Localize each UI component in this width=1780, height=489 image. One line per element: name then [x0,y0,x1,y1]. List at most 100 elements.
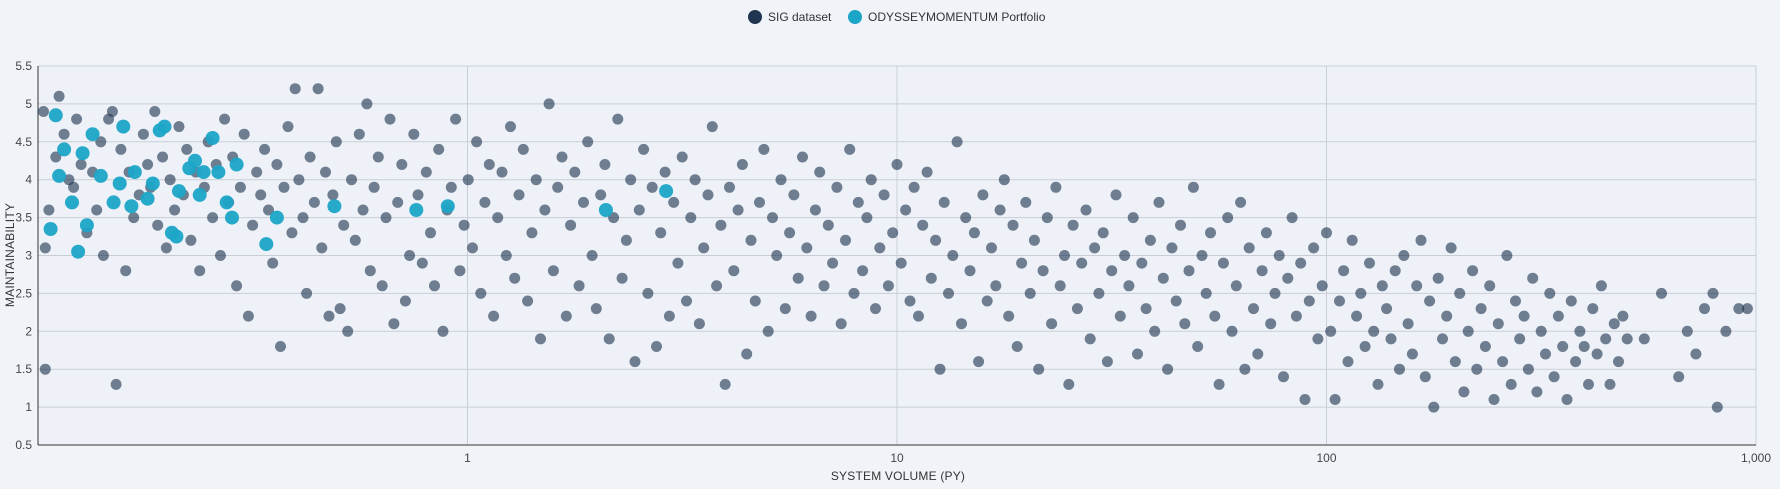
data-point-sig-dataset [913,310,924,322]
data-point-sig-dataset [620,234,632,246]
data-point-sig-dataset [861,212,873,224]
data-point-sig-dataset [655,227,667,239]
data-point-sig-dataset [775,174,787,186]
data-point-sig-dataset [878,189,890,201]
data-point-sig-dataset [1110,189,1122,201]
data-point-sig-dataset [1093,287,1105,299]
data-point-sig-dataset [1681,325,1693,337]
data-point-sig-dataset [39,242,51,254]
data-point-sig-dataset [1269,287,1281,299]
y-axis-title: MAINTAINABILITY [3,203,17,307]
data-point-sig-dataset [689,174,701,186]
data-point-sig-dataset [1449,356,1461,368]
data-point-sig-dataset [857,265,869,277]
data-point-sig-dataset [1162,363,1174,375]
data-point-sig-dataset [293,174,305,186]
legend-item-sig-dataset[interactable]: SIG dataset [748,10,832,24]
legend-label-sig-dataset: SIG dataset [768,10,832,24]
data-point-sig-dataset [1673,371,1685,383]
data-point-sig-dataset [458,219,470,231]
data-point-odyssey-portfolio [71,244,86,259]
data-point-sig-dataset [921,166,933,178]
data-point-sig-dataset [505,121,516,133]
data-point-sig-dataset [1187,181,1199,193]
data-point-odyssey-portfolio [75,146,90,161]
data-point-sig-dataset [1299,394,1311,405]
data-point-sig-dataset [1492,318,1504,330]
data-point-sig-dataset [215,250,226,261]
data-point-sig-dataset [475,287,487,299]
data-point-sig-dataset [1527,272,1539,284]
data-point-sig-dataset [1050,181,1062,193]
y-tick-label: 1.5 [15,362,32,376]
data-point-sig-dataset [1334,295,1345,307]
data-point-sig-dataset [582,136,594,148]
data-point-sig-dataset [1028,234,1040,246]
data-point-sig-dataset [1136,257,1148,269]
data-point-sig-dataset [1106,265,1118,277]
data-point-sig-dataset [1510,295,1521,307]
data-point-sig-dataset [392,196,404,208]
data-point-odyssey-portfolio [269,210,284,225]
data-point-sig-dataset [1445,242,1457,254]
data-point-sig-dataset [827,257,839,269]
data-point-sig-dataset [805,310,817,322]
data-point-odyssey-portfolio [659,184,674,199]
data-point-sig-dataset [323,310,335,322]
data-point-sig-dataset [1479,341,1491,352]
data-point-sig-dataset [672,257,684,269]
data-point-sig-dataset [372,151,384,163]
data-point-sig-dataset [1041,212,1053,224]
data-point-sig-dataset [450,113,462,125]
data-point-sig-dataset [543,98,555,110]
data-point-sig-dataset [1707,287,1719,299]
data-point-odyssey-portfolio [192,187,207,202]
legend-item-odyssey-portfolio[interactable]: ODYSSEYMOMENTUM Portfolio [848,10,1046,24]
plot-area: 0.5 1 1.5 2 2.5 3 3.5 4 4.5 5 5.5 1 10 100 1,000 [15,59,1771,465]
data-point-sig-dataset [1192,341,1204,352]
data-point-sig-dataset [234,181,246,193]
data-point-sig-dataset [1428,401,1440,413]
data-point-sig-dataset [1565,295,1577,307]
data-point-odyssey-portfolio [196,165,211,180]
data-point-sig-dataset [1570,356,1582,368]
data-point-sig-dataset [1437,333,1448,345]
data-point-sig-dataset [1286,212,1298,224]
y-tick-label: 2 [25,324,32,338]
data-point-sig-dataset [1175,219,1186,231]
y-tick-label: 4 [25,173,32,187]
data-point-odyssey-portfolio [188,153,202,168]
data-point-sig-dataset [1471,363,1483,375]
data-point-sig-dataset [1256,265,1268,277]
data-point-sig-dataset [633,204,645,216]
data-point-sig-dataset [308,196,320,208]
data-point-sig-dataset [259,143,271,155]
data-point-sig-dataset [882,280,894,292]
data-point-sig-dataset [801,242,813,254]
data-point-sig-dataset [304,151,316,163]
data-point-sig-dataset [736,159,748,170]
data-point-sig-dataset [1200,287,1212,299]
data-point-sig-dataset [1535,325,1547,337]
data-point-sig-dataset [1325,325,1337,337]
data-point-sig-dataset [301,287,313,299]
data-point-sig-dataset [106,106,118,117]
data-point-sig-dataset [1321,227,1332,239]
data-point-sig-dataset [471,136,483,148]
data-point-sig-dataset [749,295,761,307]
data-point-sig-dataset [327,189,339,201]
data-point-sig-dataset [278,181,290,193]
data-point-sig-dataset [420,166,432,178]
data-point-sig-dataset [788,189,800,201]
legend-marker-odyssey-portfolio [848,10,862,24]
data-point-sig-dataset [599,159,611,170]
data-point-sig-dataset [530,174,542,186]
data-point-odyssey-portfolio [57,142,72,157]
data-point-sig-dataset [242,310,254,322]
data-point-sig-dataset [380,212,392,224]
data-point-sig-dataset [659,166,671,178]
data-point-sig-dataset [1394,363,1405,375]
data-point-sig-dataset [1059,250,1070,261]
data-point-sig-dataset [1089,242,1101,254]
data-point-sig-dataset [1608,318,1620,330]
